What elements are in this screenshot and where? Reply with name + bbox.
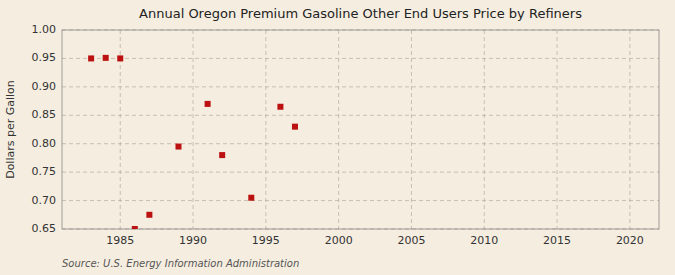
x-tick-label: 1995 [252,234,280,247]
grid-line [62,58,659,59]
grid-line [62,115,659,116]
point [219,152,225,158]
y-axis-label: Dollars per Gallon [4,80,17,179]
axes: 0.65 0.70 0.75 0.80 0.85 0.90 0.95 1.00 1985 1990… [32,23,660,247]
grid-line [629,30,630,229]
point [146,212,152,218]
x-tick-label: 1985 [106,234,134,247]
point [103,55,109,61]
grid-line [338,30,339,229]
grid-line [411,30,412,229]
point [132,226,138,229]
y-tick-label: 0.85 [32,108,57,121]
point [205,101,211,107]
point [292,124,298,130]
grid-line [62,172,659,173]
y-tick-label: 0.80 [32,137,57,150]
title: Annual Oregon Premium Gasoline Other End… [139,6,582,21]
chart: 0.65 0.70 0.75 0.80 0.85 0.90 0.95 1.00 1985 1990… [0,0,675,275]
point [175,144,181,150]
x-tick-label: 2010 [470,234,498,247]
grid-line [484,30,485,229]
y-tick-label: 0.75 [32,165,57,178]
grid-line [62,200,659,201]
plot-frame [62,30,659,229]
y-tick-label: 0.70 [32,194,57,207]
grid-line [265,30,266,229]
point [88,55,94,61]
grid-line [193,30,194,229]
x-tick-label: 2000 [325,234,353,247]
y-tick-label: 0.65 [32,222,57,235]
point [277,104,283,110]
source: Source: U.S. Energy Information Administ… [62,258,299,269]
x-tick-label: 1990 [179,234,207,247]
point [248,195,254,201]
points [88,55,298,229]
grid-line [62,143,659,144]
x-tick-label: 2005 [397,234,425,247]
y-tick-label: 0.90 [32,80,57,93]
x-tick-label: 2020 [616,234,644,247]
grid-line [557,30,558,229]
y-tick-label: 1.00 [32,23,57,36]
y-tick-label: 0.95 [32,51,57,64]
x-tick-label: 2015 [543,234,571,247]
grid-line [62,86,659,87]
point [117,55,123,61]
grid [62,30,659,229]
background [0,0,675,275]
